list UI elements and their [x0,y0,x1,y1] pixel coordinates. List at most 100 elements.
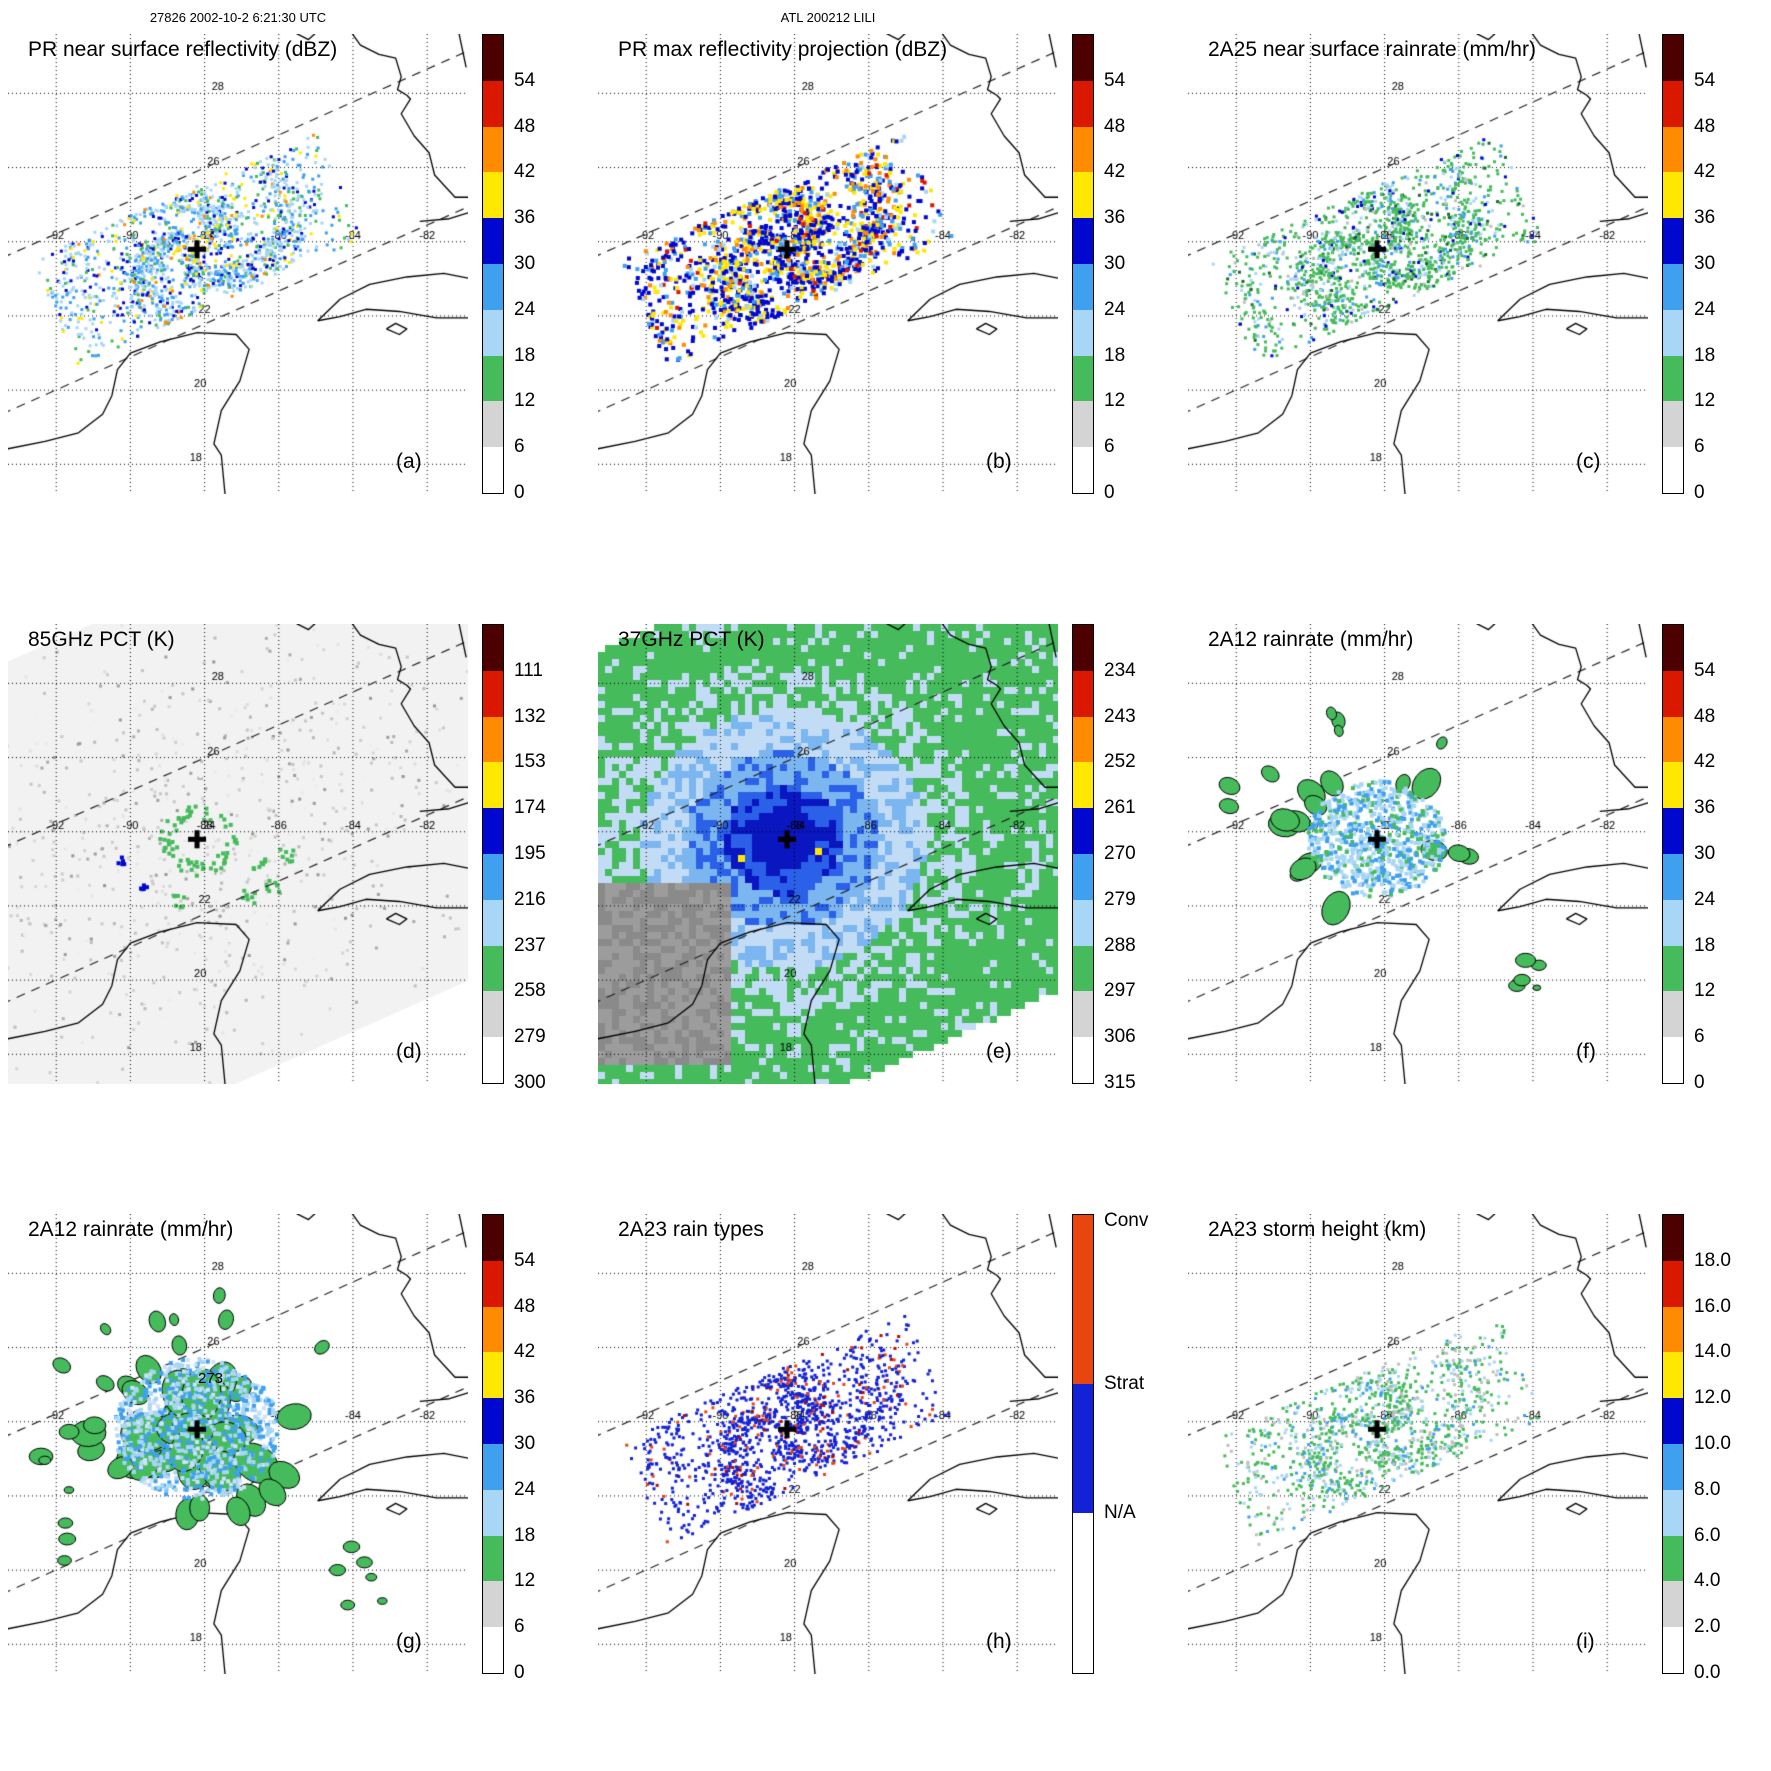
colorbar-e: 234 243 252 261 270 279 288 297 306 315 [1072,624,1136,1093]
colorbar-label: 18 [514,344,536,366]
colorbar-label: 270 [1104,843,1136,864]
map-canvas-f [1188,624,1648,1084]
colorbar-label: 315 [1104,1072,1136,1093]
colorbar-segment [1663,126,1683,173]
colorbar-segment [1663,35,1683,81]
colorbar-segment [483,80,503,127]
panel-letter-f: (f) [1576,1040,1596,1063]
colorbar-label: 10.0 [1694,1433,1731,1454]
colorbar-segment [483,808,503,854]
colorbar-label: 132 [514,705,546,727]
colorbar-label: 6 [1104,436,1115,458]
colorbar-label: 18.0 [1694,1249,1731,1271]
colorbar-bar [1662,34,1684,494]
colorbar-segment [1663,1535,1683,1582]
colorbar-segment [1663,172,1683,219]
colorbar-label: Conv [1104,1210,1149,1231]
colorbar-segment [1073,716,1093,763]
colorbar-bar [1662,624,1684,1084]
colorbar-label: 8.0 [1694,1478,1721,1500]
colorbar-label: 24 [514,298,536,320]
colorbar-segment [483,762,503,809]
colorbar-label: 234 [1104,659,1136,681]
colorbar-label: 12.0 [1694,1387,1731,1409]
colorbar-segment [1663,945,1683,992]
colorbar-label: 111 [514,659,543,681]
colorbar-label: 18 [1694,934,1716,956]
panel-letter-d: (d) [396,1040,422,1063]
panel-a: 27826 2002-10-2 6:21:30 UTC PR near surf… [0,0,590,590]
colorbar-segment [483,1581,503,1628]
colorbar-label: 216 [514,888,546,910]
colorbar-segment [1073,808,1093,854]
panel-title-c: 2A25 near surface rainrate (mm/hr) [1208,38,1536,61]
colorbar-segment [483,172,503,219]
map-canvas-h [598,1214,1058,1674]
colorbar-label: 24 [1694,888,1716,910]
colorbar-segment [1663,762,1683,809]
colorbar-segment [1073,853,1093,900]
colorbar-segment [1073,401,1093,448]
colorbar-label: 48 [1694,705,1716,727]
colorbar-segment [1663,1306,1683,1353]
colorbar-segment [1663,670,1683,717]
colorbar-d: 111 132 153 174 195 216 237 258 279 300 [482,624,546,1093]
colorbar-segment [483,35,503,81]
colorbar-segment [1073,945,1093,992]
colorbar-segment [1663,991,1683,1038]
colorbar-bar [1072,624,1094,1084]
colorbar-label: 30 [1694,843,1716,864]
map-canvas-e [598,624,1058,1084]
colorbar-label: 12 [1694,980,1716,1002]
map-canvas-c [1188,34,1648,494]
colorbar-label: 36 [1694,797,1716,819]
colorbar-segment [483,355,503,402]
panel-letter-e: (e) [986,1040,1012,1063]
colorbar-segment [483,447,503,493]
colorbar-label: 300 [514,1072,546,1093]
colorbar-label: 252 [1104,751,1136,773]
colorbar-label: 48 [1694,115,1716,137]
colorbar-segment [483,1352,503,1399]
colorbar-segment [1663,401,1683,448]
colorbar-label: 30 [514,253,536,274]
colorbar-label: 18 [514,1524,536,1546]
panel-title-i: 2A23 storm height (km) [1208,1218,1427,1241]
map-canvas-i [1188,1214,1648,1674]
colorbar-segment [1073,355,1093,402]
colorbar-label: 54 [514,1249,536,1271]
colorbar-label: 54 [1694,659,1716,681]
colorbar-label: 12 [1694,390,1716,412]
colorbar-segment [1663,1215,1683,1261]
colorbar-segment [483,1215,503,1261]
colorbar-label: 174 [514,797,546,819]
colorbar-label: 48 [1104,115,1126,137]
colorbar-segment [483,991,503,1038]
panel-d: 85GHz PCT (K) (d) 111 132 153 174 195 216 237 2… [0,590,590,1180]
colorbar-label: 36 [1694,207,1716,229]
colorbar-label: 6 [514,1616,525,1638]
colorbar-label: 237 [514,934,546,956]
colorbar-h: Conv Strat N/A [1072,1210,1148,1674]
colorbar-label: 30 [1694,253,1716,274]
panel-e: 37GHz PCT (K) (e) 234 243 252 261 270 279 288 2… [590,590,1180,1180]
colorbar-label: 12 [514,1570,536,1592]
colorbar-segment [1073,670,1093,717]
panel-h: 2A23 rain types (h) Conv Strat N/A [590,1180,1180,1770]
colorbar-segment [483,1489,503,1536]
colorbar-segment [483,126,503,173]
colorbar-label: 0 [1694,482,1705,503]
colorbar-bar [482,1214,504,1674]
colorbar-a: 54 48 42 36 30 24 18 12 6 0 [482,34,535,503]
colorbar-label: 0 [1104,482,1115,503]
colorbar-label: 30 [1104,253,1126,274]
colorbar-segment [483,401,503,448]
colorbar-label: 16.0 [1694,1295,1731,1317]
colorbar-label: 42 [514,161,536,183]
colorbar-segment [1073,218,1093,264]
colorbar-segment [1663,1443,1683,1490]
panel-title-h: 2A23 rain types [618,1218,764,1241]
colorbar-label: 0 [514,1662,525,1683]
colorbar-segment [1663,263,1683,310]
panel-b: ATL 200212 LILI PR max reflectivity proj… [590,0,1180,590]
